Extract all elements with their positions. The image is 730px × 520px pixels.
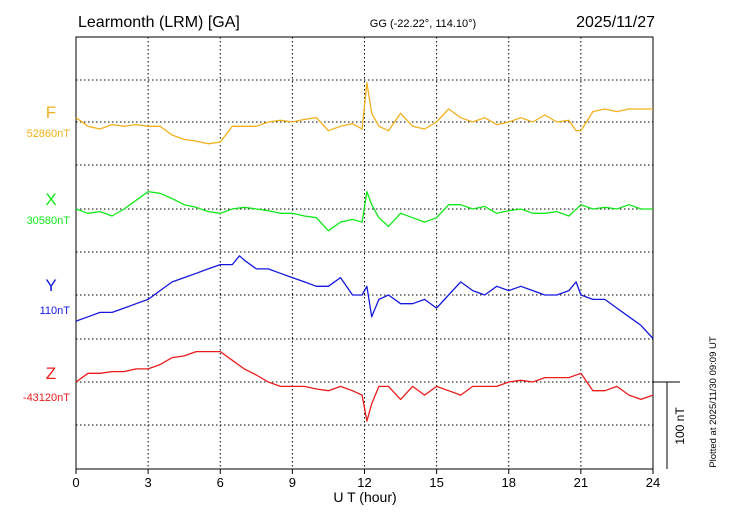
series-line-x	[75, 190, 653, 232]
grid	[76, 37, 653, 469]
series-line-y	[75, 255, 654, 339]
series-label-y: Y	[45, 276, 56, 295]
scale-label: 100 nT	[673, 407, 687, 445]
series-label-f: F	[46, 103, 56, 122]
series-line-f	[75, 82, 653, 145]
x-tick-label: 18	[502, 475, 516, 490]
series-label-x: X	[45, 190, 56, 209]
series-labels: F 52860nT X 30580nT Y 110nT Z -43120nT	[23, 103, 70, 404]
x-axis: 0 3 6 9 12 15 18 21 24	[72, 469, 660, 490]
coordinates-label: GG (-22.22°, 114.10°)	[370, 18, 476, 30]
series-baseline-y: 110nT	[40, 305, 71, 317]
scale-bar: 100 nT	[653, 381, 687, 469]
series-label-z: Z	[46, 364, 56, 383]
x-tick-label: 15	[429, 475, 443, 490]
x-tick-label: 24	[646, 475, 660, 490]
series-baseline-f: 52860nT	[27, 128, 71, 140]
x-tick-label: 3	[145, 475, 152, 490]
series-group	[75, 82, 654, 422]
date-label: 2025/11/27	[576, 14, 655, 31]
x-axis-label: U T (hour)	[333, 489, 396, 505]
series-baseline-x: 30580nT	[27, 215, 71, 227]
station-title: Learmonth (LRM) [GA]	[78, 14, 240, 31]
x-tick-label: 0	[72, 475, 79, 490]
x-tick-label: 9	[289, 475, 296, 490]
x-tick-label: 6	[217, 475, 224, 490]
series-baseline-z: -43120nT	[23, 392, 70, 404]
x-tick-label: 12	[357, 475, 371, 490]
x-tick-label: 21	[574, 475, 588, 490]
series-line-z	[75, 350, 654, 422]
plotted-at-note: Plotted at 2025/11/30 09:09 UT	[708, 336, 719, 468]
